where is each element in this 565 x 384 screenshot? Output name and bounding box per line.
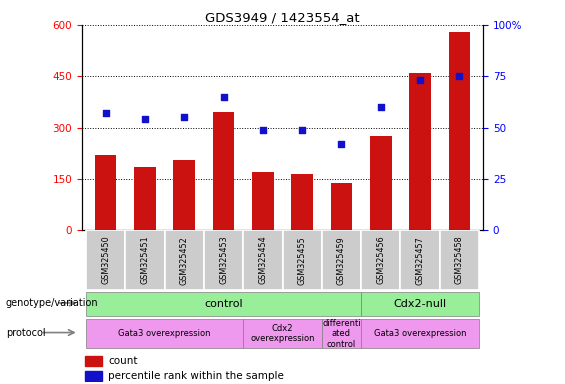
Text: Gata3 overexpression: Gata3 overexpression [118, 329, 211, 338]
Bar [370, 136, 392, 230]
Text: control: control [204, 299, 243, 309]
Point [337, 141, 346, 147]
Bar [252, 172, 273, 230]
Bar [409, 73, 431, 230]
Bar [95, 155, 116, 230]
Bar [292, 174, 313, 230]
Title: GDS3949 / 1423554_at: GDS3949 / 1423554_at [205, 11, 360, 24]
Point [376, 104, 385, 110]
FancyBboxPatch shape [125, 230, 164, 290]
Text: Cdx2
overexpression: Cdx2 overexpression [250, 324, 315, 343]
Text: GSM325451: GSM325451 [140, 236, 149, 285]
FancyBboxPatch shape [361, 230, 401, 290]
FancyBboxPatch shape [204, 230, 243, 290]
Text: differenti
ated
control: differenti ated control [322, 319, 361, 349]
Bar [85, 356, 102, 366]
FancyBboxPatch shape [243, 319, 322, 349]
FancyBboxPatch shape [86, 292, 361, 316]
Point [219, 94, 228, 100]
Text: GSM325452: GSM325452 [180, 236, 189, 285]
Text: percentile rank within the sample: percentile rank within the sample [108, 371, 284, 381]
FancyBboxPatch shape [282, 230, 322, 290]
FancyBboxPatch shape [86, 319, 243, 349]
Point [140, 116, 149, 122]
Text: GSM325455: GSM325455 [298, 236, 307, 285]
FancyBboxPatch shape [322, 319, 361, 349]
Bar [134, 167, 156, 230]
Point [416, 77, 425, 83]
Text: Gata3 overexpression: Gata3 overexpression [374, 329, 466, 338]
Bar [173, 160, 195, 230]
Text: GSM325453: GSM325453 [219, 236, 228, 285]
Bar [331, 183, 353, 230]
Text: protocol: protocol [6, 328, 45, 338]
Text: Cdx2-null: Cdx2-null [394, 299, 447, 309]
Point [258, 127, 267, 133]
Text: GSM325456: GSM325456 [376, 236, 385, 285]
FancyBboxPatch shape [361, 319, 479, 349]
Bar [449, 32, 470, 230]
FancyBboxPatch shape [243, 230, 282, 290]
FancyBboxPatch shape [164, 230, 204, 290]
Point [455, 73, 464, 79]
Point [101, 110, 110, 116]
Text: GSM325459: GSM325459 [337, 236, 346, 285]
FancyBboxPatch shape [440, 230, 479, 290]
Bar [212, 112, 234, 230]
Text: GSM325450: GSM325450 [101, 236, 110, 285]
Text: GSM325458: GSM325458 [455, 236, 464, 285]
Bar [85, 371, 102, 381]
FancyBboxPatch shape [86, 230, 125, 290]
Text: GSM325457: GSM325457 [416, 236, 425, 285]
FancyBboxPatch shape [322, 230, 361, 290]
Text: genotype/variation: genotype/variation [6, 298, 98, 308]
Text: GSM325454: GSM325454 [258, 236, 267, 285]
Text: count: count [108, 356, 138, 366]
Point [298, 127, 307, 133]
FancyBboxPatch shape [361, 292, 479, 316]
Point [180, 114, 189, 121]
FancyBboxPatch shape [401, 230, 440, 290]
